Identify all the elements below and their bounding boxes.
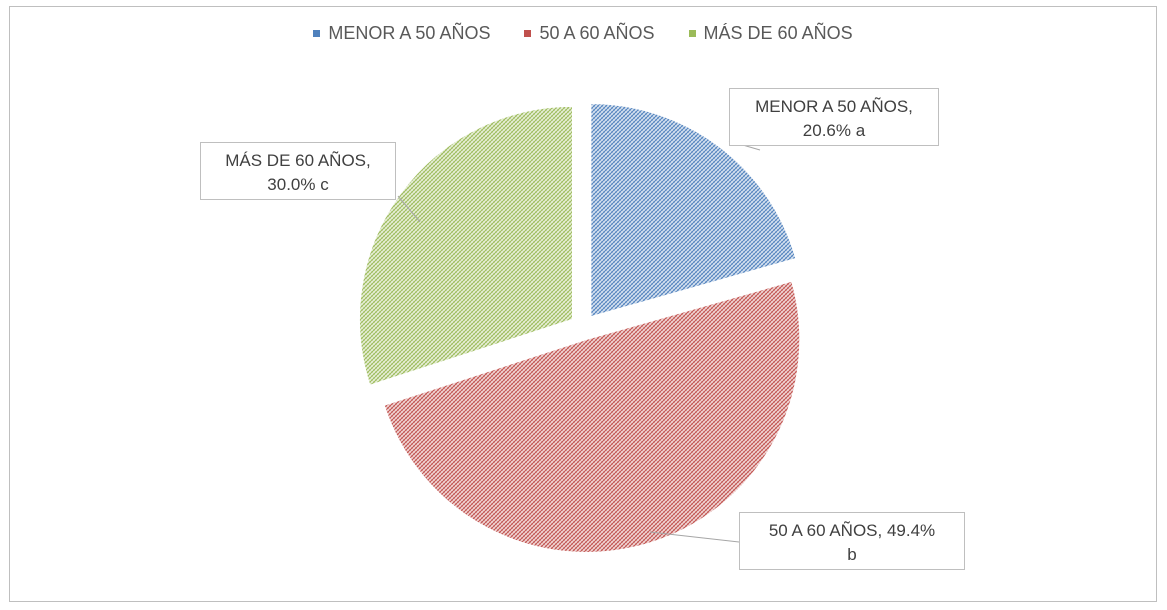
leader-line-2 (397, 195, 421, 223)
legend-swatch-mas-60 (688, 30, 696, 37)
data-label-name: 50 A 60 AÑOS, 49.4% (768, 521, 936, 540)
legend-label: MENOR A 50 AÑOS (328, 23, 491, 43)
pie-slice-2 (359, 105, 573, 386)
data-label-value: 30.0% c (267, 175, 329, 194)
data-label-name: MENOR A 50 AÑOS, (755, 97, 913, 116)
pie-slice-1 (383, 280, 801, 553)
legend-label: MÁS DE 60 AÑOS (703, 23, 853, 43)
data-label-menor-50: MENOR A 50 AÑOS, 20.6% a (729, 88, 939, 146)
legend-item-menor-50: MENOR A 50 AÑOS (313, 23, 490, 44)
data-label-value: 20.6% a (802, 121, 866, 140)
legend: MENOR A 50 AÑOS 50 A 60 AÑOS MÁS DE 60 A… (10, 23, 1156, 44)
data-label-50-60: 50 A 60 AÑOS, 49.4% b (739, 512, 965, 570)
leader-line-1 (649, 531, 740, 543)
pie-slice-0 (590, 103, 797, 318)
data-label-mas-60: MÁS DE 60 AÑOS, 30.0% c (200, 142, 396, 200)
legend-item-mas-60: MÁS DE 60 AÑOS (688, 23, 853, 44)
legend-swatch-menor-50 (313, 30, 321, 37)
data-label-name: MÁS DE 60 AÑOS, (225, 151, 371, 170)
legend-label: 50 A 60 AÑOS (539, 23, 655, 43)
data-label-value: b (847, 545, 857, 564)
legend-swatch-50-60 (524, 30, 532, 37)
legend-item-50-60: 50 A 60 AÑOS (524, 23, 655, 44)
